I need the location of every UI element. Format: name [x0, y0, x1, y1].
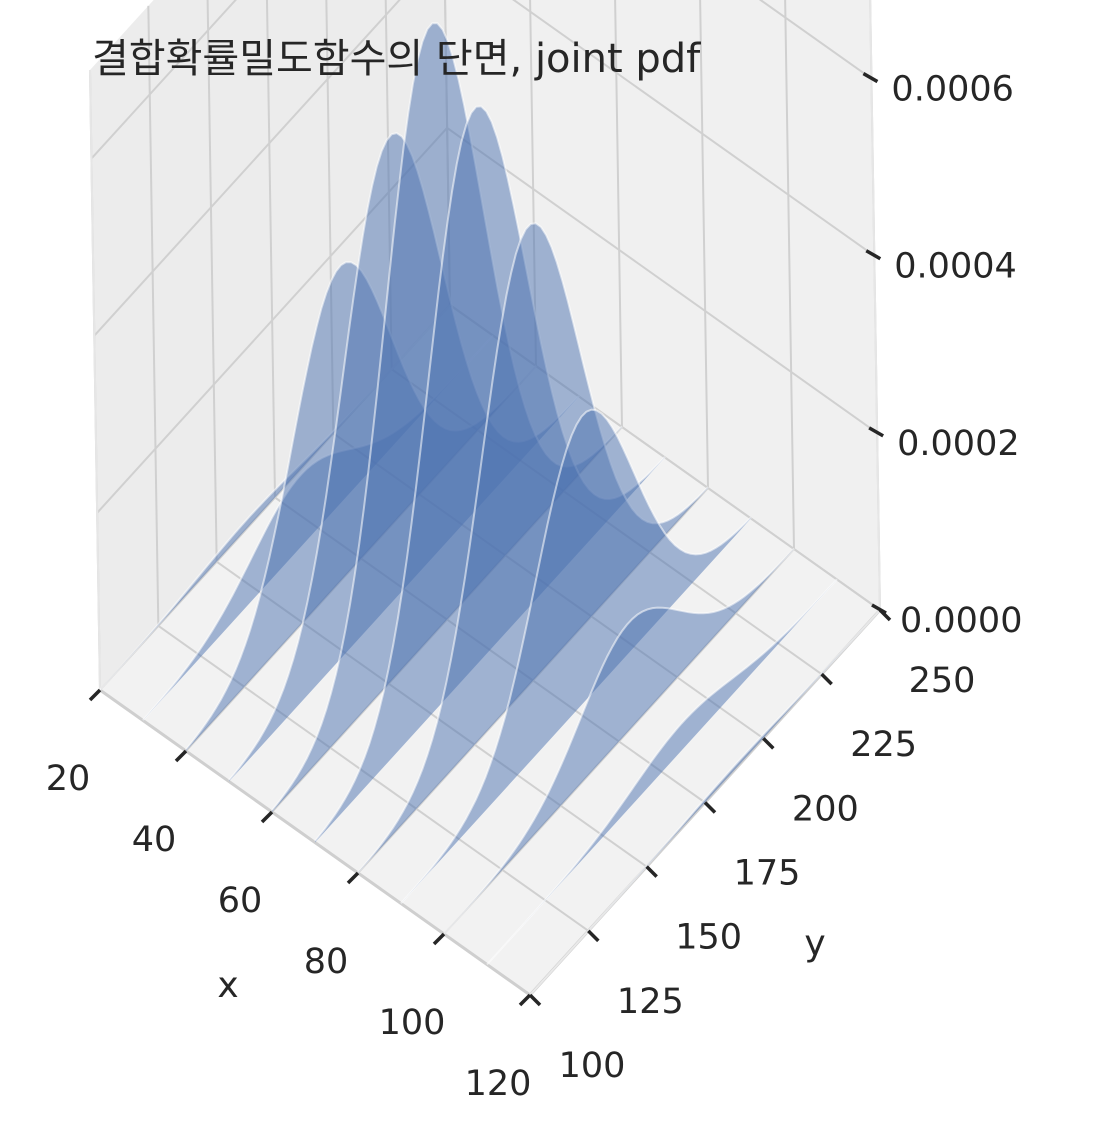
- y-tick-label: 225: [850, 725, 917, 765]
- x-gridline: [784, 0, 795, 550]
- z-tick-label: 0.0004: [894, 247, 1016, 287]
- left-wall-pane: [90, 0, 450, 690]
- y-tick-label: 200: [792, 789, 859, 829]
- y-tick-label: 175: [734, 854, 801, 894]
- z-tick: [868, 426, 885, 438]
- x-gridline: [699, 0, 709, 489]
- z-tick: [865, 249, 882, 261]
- pdf-slice: [487, 579, 837, 965]
- z-tick-label: 0.0000: [900, 601, 1022, 641]
- y-gridline: [265, 0, 276, 498]
- x-tick-label: 60: [218, 881, 263, 921]
- pdf-slice-outline: [486, 578, 838, 966]
- y-gridline: [147, 5, 160, 626]
- y-tick-label: 100: [559, 1046, 626, 1086]
- x-tick: [174, 749, 188, 763]
- chart-title: 결합확률밀도함수의 단면, joint pdf: [92, 36, 701, 82]
- z-tick-label: 0.0002: [897, 424, 1019, 464]
- x-tick: [518, 993, 532, 1007]
- z-tick: [871, 603, 887, 615]
- x-tick: [260, 810, 274, 824]
- y-tick-label: 250: [909, 661, 976, 701]
- x-tick: [88, 688, 102, 702]
- z-gridline: [90, 0, 872, 160]
- x-gridline: [614, 0, 623, 428]
- y-tick: [645, 865, 658, 878]
- x-tick-label: 100: [379, 1003, 446, 1043]
- axes-ticks: 20 40 60 80 100 120 100 125 150 175 200 225 250 0.000…: [46, 70, 1023, 1104]
- pdf-slice-outline: [443, 547, 795, 935]
- pdf-slice-outline: [400, 408, 752, 904]
- y-gridline: [206, 0, 218, 562]
- x-tick-label: 120: [465, 1064, 532, 1104]
- pdf-slice: [401, 409, 751, 904]
- x-tick: [432, 932, 446, 946]
- y-tick: [587, 929, 600, 943]
- pdf-slice: [358, 223, 708, 874]
- x-tick-label: 40: [132, 820, 177, 860]
- y-tick: [703, 801, 717, 814]
- z-tick: [862, 72, 879, 84]
- x-tick-label: 20: [46, 759, 91, 799]
- y-tick: [528, 993, 542, 1007]
- y-tick-label: 150: [675, 918, 742, 958]
- x-tick-label: 80: [304, 942, 349, 982]
- y-tick: [820, 672, 833, 686]
- y-tick: [762, 737, 775, 750]
- left-vertical-edge: [89, 69, 101, 691]
- x-axis-label: x: [217, 965, 238, 1006]
- y-tick-label: 125: [617, 982, 684, 1022]
- z-gridline: [93, 0, 875, 337]
- pdf-slice: [444, 548, 794, 934]
- right-vertical-edge: [869, 0, 881, 611]
- pdf-slices: [99, 22, 881, 996]
- z-tick-label: 0.0006: [891, 70, 1013, 110]
- x-tick: [346, 871, 360, 885]
- pdf-slice-outline: [529, 609, 881, 996]
- right-wall-pane: [445, 0, 880, 610]
- y-axis-label: y: [804, 923, 825, 964]
